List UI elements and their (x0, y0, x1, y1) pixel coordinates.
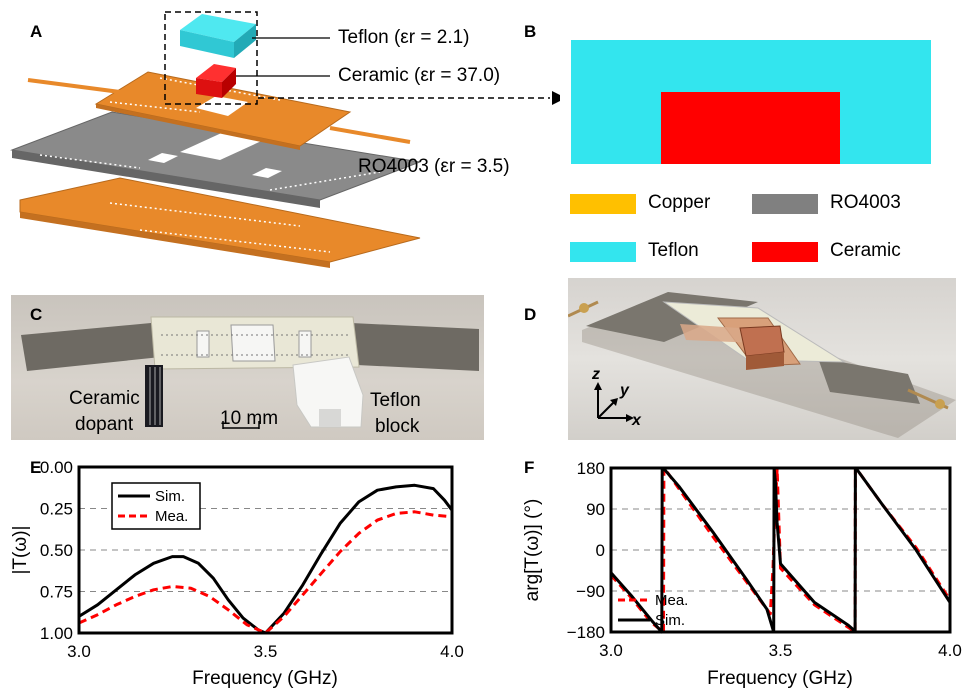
panel-b-label: B (524, 22, 537, 41)
e-ytick-label: 0.75 (40, 583, 73, 602)
e-ytick-label: 0.50 (40, 541, 73, 560)
e-xtick-label: 3.0 (67, 642, 91, 661)
teflon-block-label-2: block (375, 416, 420, 437)
e-ytick-label: 1.00 (40, 624, 73, 643)
ro4003-label: RO4003 (εr = 3.5) (358, 156, 510, 177)
scale-bar-label: 10 mm (220, 408, 279, 429)
bottom-copper-layer (19, 177, 421, 263)
legend-f-sim-label: Sim. (655, 612, 685, 629)
ceramic-dopant-label-2: dopant (75, 414, 134, 435)
legend-swatch-copper (570, 194, 636, 214)
panel-a-label: A (30, 22, 43, 41)
axes-icon (594, 382, 634, 422)
axis-x-label: x (632, 412, 641, 429)
f-ytick-label: 180 (577, 459, 605, 478)
e-xtick-label: 4.0 (440, 642, 464, 661)
ceramic-block (196, 64, 236, 82)
legend-f-mea-label: Mea. (655, 592, 688, 609)
chart-f-legend: Mea. Sim. (618, 592, 688, 629)
legend-sim-label: Sim. (155, 488, 185, 505)
f-ytick-label: −90 (576, 582, 605, 601)
cross-section-ceramic (661, 92, 840, 164)
legend-label-copper: Copper (648, 192, 711, 213)
e-ytick-label: 0.00 (40, 458, 73, 477)
legend-label-ceramic: Ceramic (830, 240, 901, 261)
axis-z-label: z (592, 366, 600, 383)
f-xtick-label: 4.0 (938, 641, 962, 660)
panel-d-label: D (524, 305, 537, 324)
legend-swatch-ro4003 (752, 194, 818, 214)
photo-d-device (568, 278, 956, 440)
f-xtick-label: 3.0 (599, 641, 623, 660)
chart-f-ylabel: arg[T(ω)] (°) (522, 499, 543, 602)
teflon-block (180, 14, 256, 42)
legend-swatch-teflon (570, 242, 636, 262)
f-ytick-label: −180 (567, 623, 605, 642)
f-xtick-label: 3.5 (769, 641, 793, 660)
chart-f-xlabel: Frequency (GHz) (707, 668, 853, 688)
chart-e-legend: Sim. Mea. (111, 482, 201, 530)
legend-label-teflon: Teflon (648, 240, 699, 261)
exploded-view-diagram (10, 11, 560, 268)
e-ytick-label: 0.25 (40, 500, 73, 519)
chart-e-ylabel: |T(ω)| (10, 526, 31, 575)
axis-y-label: y (620, 382, 629, 399)
teflon-block-label-1: Teflon (370, 390, 421, 411)
f-ytick-label: 90 (586, 500, 605, 519)
photo-c-device (11, 295, 484, 440)
e-series-mea (78, 510, 453, 635)
panel-f-label: F (524, 458, 535, 477)
legend-swatch-ceramic (752, 242, 818, 262)
legend-mea-label: Mea. (155, 508, 188, 525)
f-ytick-label: 0 (596, 541, 605, 560)
ceramic-dopant-label-1: Ceramic (69, 388, 140, 409)
legend-label-ro4003: RO4003 (830, 192, 901, 213)
chart-e-magnitude: 0.000.250.500.751.003.0 3.5 4.0 Sim. Mea. … (10, 458, 464, 688)
panel-e-label: E (30, 458, 42, 477)
teflon-label: Teflon (εr = 2.1) (338, 27, 470, 48)
panel-c-label: C (30, 305, 43, 324)
e-xtick-label: 3.5 (254, 642, 278, 661)
ceramic-label: Ceramic (εr = 37.0) (338, 65, 501, 86)
chart-e-xlabel: Frequency (GHz) (192, 668, 338, 688)
